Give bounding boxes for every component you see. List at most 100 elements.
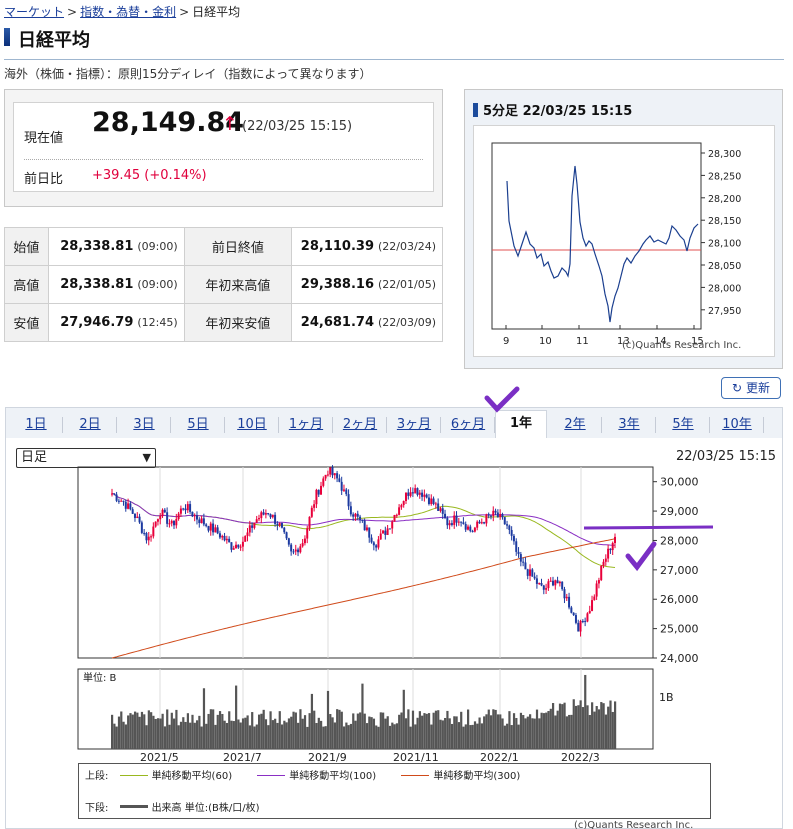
breadcrumb-separator: > xyxy=(179,5,190,19)
tab-2[interactable]: 2日 xyxy=(64,412,117,439)
table-row: 安値 27,946.79 (12:45) 年初来安値 24,681.74 (22/0… xyxy=(4,303,443,342)
refresh-icon: ↻ xyxy=(732,381,743,395)
legend-swatch xyxy=(257,775,286,776)
legend-lower-row: 下段: 出来高 単位:(B株/口/枚) xyxy=(85,799,274,814)
low-price: 27,946.79 xyxy=(60,315,134,330)
tab-4[interactable]: 5日 xyxy=(172,412,225,439)
annotation-check-icon xyxy=(484,386,520,413)
legend-swatch xyxy=(119,775,148,776)
prev-close-price: 28,110.39 xyxy=(300,239,374,254)
header-accent-bar xyxy=(473,103,478,117)
refresh-button[interactable]: ↻ 更新 xyxy=(721,377,781,399)
intraday-y-tick-label: 28,300 xyxy=(708,149,741,160)
current-price: 28,149.84 xyxy=(92,107,245,138)
legend-upper-label: 上段: xyxy=(85,771,109,782)
change-value: +39.45 (+0.14%) xyxy=(92,168,207,183)
low-time: (12:45) xyxy=(137,316,178,329)
high-label: 高値 xyxy=(4,265,49,304)
ytd-high-price: 29,388.16 xyxy=(300,277,374,292)
legend-upper-row: 上段: 単純移動平均(60) 単純移動平均(100) 単純移動平均(300) xyxy=(85,767,534,782)
intraday-x-tick-label: 9 xyxy=(503,336,509,347)
intraday-header: 5分足 22/03/25 15:15 xyxy=(473,100,632,119)
intraday-credit: (c)Quants Research Inc. xyxy=(622,340,741,351)
tab-9[interactable]: 6ヶ月 xyxy=(442,412,495,439)
tab-3[interactable]: 3日 xyxy=(118,412,171,439)
price-timestamp: (22/03/25 15:15) xyxy=(242,119,353,134)
tab-5[interactable]: 10日 xyxy=(226,412,279,439)
intraday-price-line xyxy=(506,165,699,323)
breadcrumb-current: 日経平均 xyxy=(192,5,241,19)
intraday-title: 5分足 22/03/25 15:15 xyxy=(483,104,633,119)
ytd-low-label: 年初来安値 xyxy=(183,303,293,342)
intraday-plot-frame xyxy=(491,142,702,330)
ytd-low-date: (22/03/09) xyxy=(378,316,436,329)
intraday-svg: 28,300 28,250 28,200 28,150 28,100 28,050 28,0… xyxy=(491,142,741,351)
breadcrumb: マーケット > 指数・為替・金利 > 日経平均 xyxy=(4,3,240,20)
ytd-low-value: 24,681.74 (22/03/09) xyxy=(291,303,443,342)
low-value: 27,946.79 (12:45) xyxy=(47,303,185,342)
legend-swatch xyxy=(401,775,430,776)
intraday-panel: 5分足 22/03/25 15:15 28,300 28,250 28,200 28,… xyxy=(464,89,783,369)
tab-13[interactable]: 5年 xyxy=(657,412,710,439)
intraday-y-tick-label: 28,200 xyxy=(708,194,741,205)
high-price: 28,338.81 xyxy=(60,277,134,292)
legend-item-ma60: 単純移動平均(60) xyxy=(112,771,233,782)
legend-item-ma300: 単純移動平均(300) xyxy=(393,771,520,782)
intraday-x-tick-label: 15 xyxy=(691,336,704,347)
intraday-y-tick-label: 28,000 xyxy=(708,283,741,294)
intraday-x-tick-label: 14 xyxy=(654,336,667,347)
ytd-high-label: 年初来高値 xyxy=(183,265,293,304)
ytd-high-value: 29,388.16 (22/01/05) xyxy=(291,265,443,304)
legend-lower-label: 下段: xyxy=(85,803,109,814)
intraday-y-tick-label: 28,250 xyxy=(708,171,741,182)
breadcrumb-market-link[interactable]: マーケット xyxy=(4,5,65,19)
intraday-y-tick-label: 27,950 xyxy=(708,306,741,317)
period-select-value: 日足 xyxy=(21,450,48,465)
up-arrow-icon: ↑ xyxy=(222,113,238,135)
chart-timestamp: 22/03/25 15:15 xyxy=(676,449,776,464)
high-time: (09:00) xyxy=(137,278,178,291)
open-time: (09:00) xyxy=(137,240,178,253)
refresh-label: 更新 xyxy=(745,381,770,395)
breadcrumb-separator: > xyxy=(67,5,78,19)
prev-close-date: (22/03/24) xyxy=(378,240,436,253)
high-value: 28,338.81 (09:00) xyxy=(47,265,185,304)
tab-10[interactable]: 1年 xyxy=(495,410,547,440)
legend-swatch xyxy=(119,805,148,808)
divider xyxy=(24,159,423,160)
intraday-x-tick-label: 13 xyxy=(617,336,630,347)
page-title: 日経平均 xyxy=(18,30,90,51)
table-row: 始値 28,338.81 (09:00) 前日終値 28,110.39 (22/03… xyxy=(4,227,443,266)
period-select[interactable]: 日足 ▼ xyxy=(16,448,156,468)
change-label: 前日比 xyxy=(24,172,64,187)
tab-14[interactable]: 10年 xyxy=(711,412,764,439)
legend-item-ma100: 単純移動平均(100) xyxy=(249,771,376,782)
chart-credit: (c)Quants Research Inc. xyxy=(574,820,694,829)
tab-1[interactable]: 1日 xyxy=(10,412,63,439)
tab-11[interactable]: 2年 xyxy=(549,412,602,439)
legend-ma60-label: 単純移動平均(60) xyxy=(151,771,233,782)
ytd-high-date: (22/01/05) xyxy=(378,278,436,291)
chart-legend: 上段: 単純移動平均(60) 単純移動平均(100) 単純移動平均(300) 下… xyxy=(78,763,711,819)
ytd-low-price: 24,681.74 xyxy=(300,315,374,330)
low-label: 安値 xyxy=(4,303,49,342)
delay-note: 海外（株価・指標）：原則15分ディレイ（指数によって異なります） xyxy=(4,67,372,81)
intraday-y-tick-label: 28,050 xyxy=(708,261,741,272)
tab-12[interactable]: 3年 xyxy=(603,412,656,439)
table-row: 高値 28,338.81 (09:00) 年初来高値 29,388.16 (22/0… xyxy=(4,265,443,304)
legend-item-volume: 出来高 単位:(B株/口/枚) xyxy=(112,803,260,814)
title-row: 日経平均 xyxy=(4,26,784,60)
tab-8[interactable]: 3ヶ月 xyxy=(388,412,441,439)
intraday-x-tick-label: 10 xyxy=(539,336,552,347)
tab-7[interactable]: 2ヶ月 xyxy=(334,412,387,439)
title-accent-bar xyxy=(4,28,10,46)
current-price-label: 現在値 xyxy=(24,131,64,146)
intraday-chart[interactable]: 28,300 28,250 28,200 28,150 28,100 28,050 28,0… xyxy=(473,125,775,357)
tab-6[interactable]: 1ヶ月 xyxy=(280,412,333,439)
legend-volume-label: 出来高 単位:(B株/口/枚) xyxy=(151,803,260,814)
open-label: 始値 xyxy=(4,227,49,266)
price-box: 現在値 28,149.84 ↑ (22/03/25 15:15) 前日比 +39… xyxy=(13,102,434,192)
stats-table: 始値 28,338.81 (09:00) 前日終値 28,110.39 (22/03… xyxy=(4,227,443,342)
breadcrumb-indices-link[interactable]: 指数・為替・金利 xyxy=(80,5,177,19)
legend-ma300-label: 単純移動平均(300) xyxy=(433,771,521,782)
